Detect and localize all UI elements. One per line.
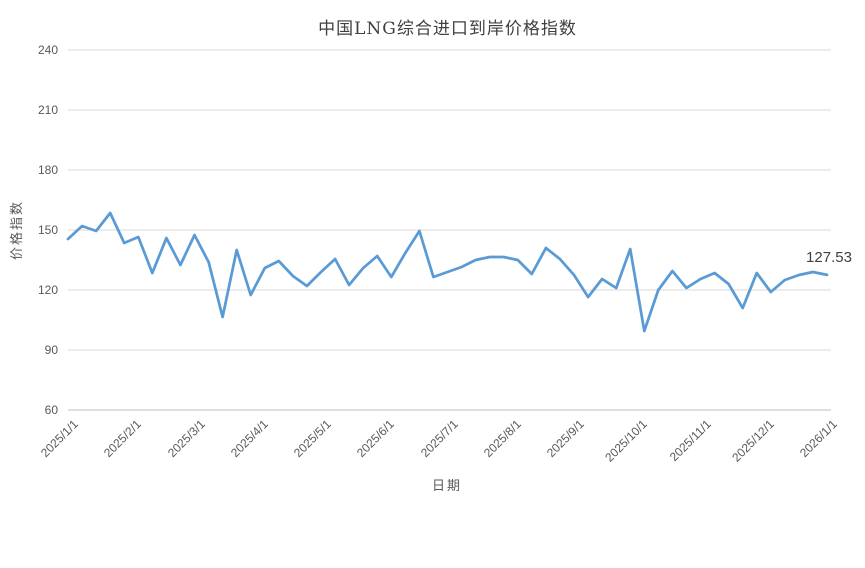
y-tick-label: 90 — [44, 343, 58, 357]
lng-price-index-chart: 中国LNG综合进口到岸价格指数 价格指数 日期 127.53 60 90 120 15… — [10, 19, 852, 494]
x-axis-title: 日期 — [431, 479, 462, 494]
y-tick-label: 180 — [37, 163, 58, 177]
y-tick-label: 240 — [37, 43, 58, 57]
y-tick-label: 120 — [37, 283, 58, 297]
y-tick-label: 60 — [44, 403, 58, 417]
y-tick-label: 150 — [37, 223, 58, 237]
chart-title: 中国LNG综合进口到岸价格指数 — [318, 19, 577, 39]
price-line — [66, 211, 829, 333]
plot-area — [66, 49, 831, 411]
last-value-label: 127.53 — [806, 248, 852, 266]
y-tick-label: 210 — [37, 103, 58, 117]
